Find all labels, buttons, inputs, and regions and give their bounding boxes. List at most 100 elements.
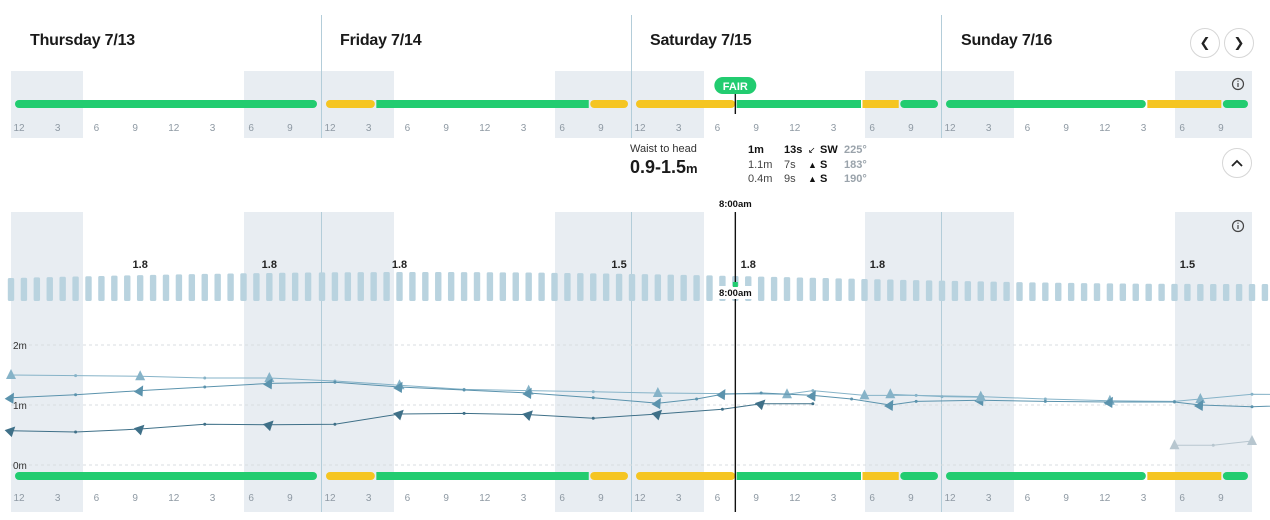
swell-point	[975, 391, 986, 402]
tide-bar	[912, 280, 920, 301]
info-icon	[1237, 225, 1239, 229]
tide-bar	[1171, 283, 1178, 301]
prev-day-button[interactable]: ❮	[1190, 28, 1220, 58]
tide-bar	[925, 280, 933, 301]
tide-bar	[124, 275, 131, 301]
hour-tick-label: 6	[405, 493, 411, 504]
swell-degrees: 225°	[844, 144, 867, 156]
tide-bar	[1261, 283, 1269, 301]
tide-bar	[85, 276, 92, 301]
rating-segment	[736, 472, 861, 480]
tide-label: 1.5	[611, 259, 626, 271]
swell-point	[74, 430, 78, 434]
swell-row: 1.1m 7s ▲ S 183°	[748, 158, 867, 173]
tide-bar	[136, 275, 144, 301]
hour-tick-label: 12	[1099, 123, 1111, 134]
tide-bar	[240, 273, 247, 301]
hour-tick-label: 3	[521, 123, 527, 134]
day-title-sunday: Sunday 7/16	[961, 32, 1053, 49]
tide-bar	[1158, 283, 1165, 301]
current-time-label: 8:00am	[719, 288, 752, 299]
tide-bar	[602, 273, 610, 301]
hour-tick-label: 9	[132, 493, 138, 504]
surf-height-summary: Waist to head 0.9-1.5m	[630, 143, 698, 178]
swell-point	[806, 390, 816, 402]
collapse-button[interactable]	[1222, 148, 1252, 178]
tide-bar	[770, 276, 778, 301]
hour-tick-label: 9	[1218, 123, 1224, 134]
hour-tick-label: 3	[831, 123, 837, 134]
hour-tick-label: 12	[789, 123, 801, 134]
tide-bar	[188, 274, 196, 301]
rating-segment	[636, 100, 736, 108]
rating-segment	[15, 472, 317, 480]
tide-bar	[253, 273, 260, 301]
tide-bar	[111, 275, 118, 301]
info-icon	[1237, 83, 1239, 87]
day-title-friday: Friday 7/14	[340, 32, 422, 49]
tide-bar	[72, 276, 79, 301]
hour-tick-label: 6	[248, 493, 254, 504]
tide-bar	[1106, 283, 1114, 301]
hour-tick-label: 3	[210, 123, 216, 134]
current-time-label: 8:00am	[719, 199, 752, 210]
swell-point	[203, 422, 207, 426]
hour-tick-label: 6	[94, 123, 100, 134]
tide-bar	[33, 277, 41, 301]
tide-bar	[512, 272, 519, 301]
tide-label: 1.8	[741, 259, 756, 271]
rating-segment	[946, 472, 1146, 480]
swell-period: 9s	[784, 173, 796, 185]
hour-tick-label: 12	[479, 493, 491, 504]
hour-tick-label: 12	[789, 493, 801, 504]
tide-label: 1.8	[133, 259, 148, 271]
time-label-bg	[715, 197, 756, 210]
swell-point	[133, 385, 144, 397]
tide-bar	[654, 274, 662, 301]
swell-point	[262, 420, 274, 432]
tide-bar	[291, 272, 299, 301]
swell-point	[462, 388, 466, 392]
tide-bar	[460, 272, 468, 301]
tide-bar	[1184, 283, 1191, 301]
rating-segment	[862, 100, 899, 108]
hour-tick-label: 3	[986, 123, 992, 134]
tide-bar	[279, 272, 286, 301]
hour-tick-label: 3	[986, 493, 992, 504]
rating-badge-label: FAIR	[723, 81, 748, 93]
y-axis-label: 0m	[13, 461, 27, 472]
tide-bar	[783, 277, 791, 301]
swell-point	[333, 422, 337, 426]
tide-label: 1.8	[392, 259, 407, 271]
hour-tick-label: 12	[13, 123, 25, 134]
tide-bar	[874, 279, 881, 301]
tide-bar	[435, 272, 442, 301]
swell-point	[716, 389, 726, 401]
tide-bar	[59, 276, 66, 301]
hour-tick-label: 9	[132, 123, 138, 134]
swell-direction: SW	[820, 144, 838, 156]
tide-bar	[1119, 283, 1127, 301]
swell-direction: S	[820, 158, 828, 171]
tide-bar	[357, 272, 364, 301]
rating-segment	[1147, 472, 1222, 480]
hour-tick-label: 6	[248, 123, 254, 134]
hour-tick-label: 12	[944, 123, 956, 134]
hour-tick-label: 9	[753, 123, 759, 134]
tide-bar	[1248, 283, 1256, 301]
swell-point	[1247, 435, 1257, 445]
rating-segment	[862, 472, 899, 480]
swell-point	[591, 416, 595, 420]
tide-bar	[1235, 283, 1243, 301]
hour-tick-label: 3	[831, 493, 837, 504]
tide-bar	[590, 273, 597, 301]
next-day-button[interactable]: ❯	[1224, 28, 1254, 58]
tide-bar	[409, 272, 416, 301]
hour-tick-label: 3	[55, 493, 61, 504]
night-shade	[247, 212, 394, 512]
rating-segment	[326, 472, 375, 480]
swell-point	[1169, 439, 1180, 450]
tide-bar	[551, 272, 558, 301]
hour-tick-label: 6	[1179, 493, 1185, 504]
